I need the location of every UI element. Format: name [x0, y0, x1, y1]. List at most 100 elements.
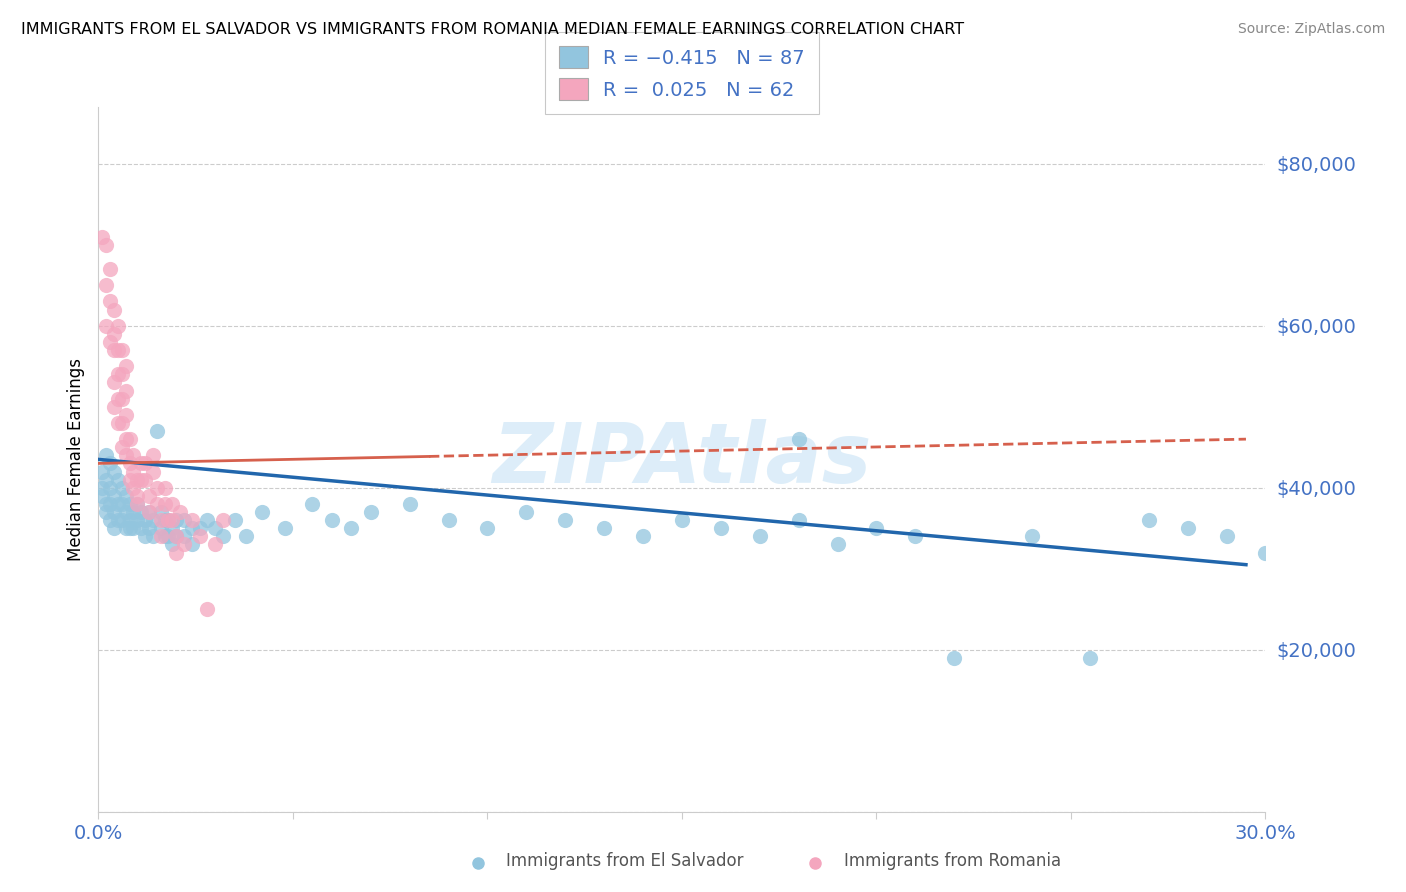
Point — [107, 318, 129, 333]
Point — [98, 262, 121, 277]
Point — [111, 497, 134, 511]
Point — [250, 505, 273, 519]
Point — [98, 481, 121, 495]
Point — [437, 513, 460, 527]
Point — [165, 513, 187, 527]
Point — [1177, 521, 1199, 535]
Point — [153, 497, 176, 511]
Point — [129, 457, 152, 471]
Point — [122, 521, 145, 535]
Point — [107, 343, 129, 357]
Point — [1021, 529, 1043, 543]
Point — [671, 513, 693, 527]
Point — [162, 521, 184, 535]
Point — [127, 473, 149, 487]
Point — [91, 465, 114, 479]
Point — [96, 505, 118, 519]
Point — [96, 473, 118, 487]
Point — [157, 513, 180, 527]
Point — [173, 537, 195, 551]
Point — [111, 368, 134, 382]
Point — [114, 384, 136, 398]
Point — [103, 302, 125, 317]
Point — [149, 521, 172, 535]
Point — [107, 392, 129, 406]
Point — [162, 513, 184, 527]
Point — [122, 465, 145, 479]
Point — [114, 521, 136, 535]
Point — [134, 457, 156, 471]
Point — [180, 521, 202, 535]
Point — [103, 489, 125, 503]
Point — [180, 537, 202, 551]
Point — [129, 521, 152, 535]
Point — [103, 376, 125, 390]
Point — [103, 465, 125, 479]
Point — [146, 481, 169, 495]
Point — [173, 529, 195, 543]
Text: Source: ZipAtlas.com: Source: ZipAtlas.com — [1237, 22, 1385, 37]
Point — [274, 521, 297, 535]
Point — [235, 529, 257, 543]
Point — [122, 481, 145, 495]
Point — [142, 448, 165, 462]
Point — [114, 448, 136, 462]
Point — [111, 343, 134, 357]
Point — [149, 529, 172, 543]
Point — [129, 505, 152, 519]
Point — [149, 505, 172, 519]
Point — [114, 359, 136, 374]
Point — [224, 513, 246, 527]
Point — [1080, 650, 1102, 665]
Point — [96, 497, 118, 511]
Point — [114, 505, 136, 519]
Point — [142, 529, 165, 543]
Point — [103, 326, 125, 341]
Point — [127, 513, 149, 527]
Y-axis label: Median Female Earnings: Median Female Earnings — [66, 358, 84, 561]
Point — [153, 513, 176, 527]
Point — [91, 489, 114, 503]
Point — [118, 457, 141, 471]
Point — [188, 529, 211, 543]
Point — [127, 489, 149, 503]
Point — [98, 334, 121, 349]
Point — [146, 424, 169, 438]
Point — [477, 521, 499, 535]
Point — [107, 368, 129, 382]
Point — [301, 497, 323, 511]
Point — [1254, 545, 1277, 559]
Point — [1137, 513, 1160, 527]
Point — [173, 513, 195, 527]
Point — [1215, 529, 1237, 543]
Point — [188, 521, 211, 535]
Point — [129, 473, 152, 487]
Point — [122, 448, 145, 462]
Point — [118, 497, 141, 511]
Point — [127, 497, 149, 511]
Point — [631, 529, 654, 543]
Point — [107, 416, 129, 430]
Point — [321, 513, 343, 527]
Point — [787, 432, 810, 446]
Point — [162, 497, 184, 511]
Point — [98, 294, 121, 309]
Point — [787, 513, 810, 527]
Point — [943, 650, 966, 665]
Point — [142, 465, 165, 479]
Point — [710, 521, 733, 535]
Point — [212, 513, 235, 527]
Point — [118, 432, 141, 446]
Point — [593, 521, 616, 535]
Point — [748, 529, 770, 543]
Point — [157, 513, 180, 527]
Point — [114, 432, 136, 446]
Point — [98, 497, 121, 511]
Point — [107, 497, 129, 511]
Point — [162, 537, 184, 551]
Point — [360, 505, 382, 519]
Point — [138, 505, 160, 519]
Legend: R = −0.415   N = 87, R =  0.025   N = 62: R = −0.415 N = 87, R = 0.025 N = 62 — [546, 32, 818, 114]
Point — [118, 473, 141, 487]
Point — [134, 529, 156, 543]
